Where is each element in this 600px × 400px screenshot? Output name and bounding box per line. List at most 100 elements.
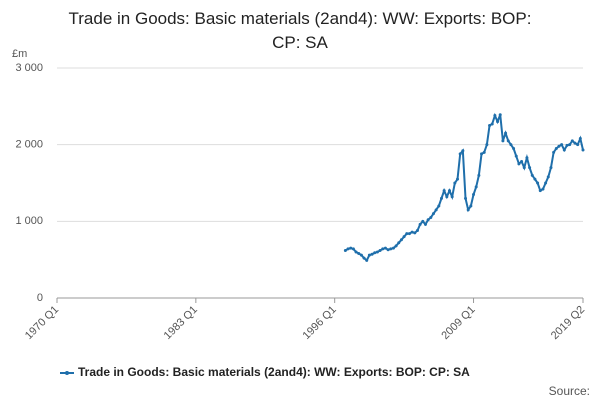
chart-title: Trade in Goods: Basic materials (2and4):…: [69, 9, 532, 52]
point: [504, 131, 508, 135]
point: [538, 189, 542, 193]
point: [343, 248, 347, 252]
point: [485, 143, 489, 147]
point: [533, 177, 537, 181]
point: [549, 166, 553, 170]
x-tick-label: 1970 Q1: [23, 304, 61, 342]
point: [541, 187, 545, 191]
point: [429, 216, 433, 219]
point: [552, 150, 556, 154]
x-tick-label: 2009 Q1: [439, 304, 477, 342]
point: [469, 204, 473, 208]
point: [397, 241, 401, 245]
point: [381, 247, 385, 251]
point: [421, 219, 425, 223]
point: [464, 196, 468, 200]
point: [565, 143, 569, 147]
point: [407, 232, 411, 236]
point: [474, 185, 478, 189]
point: [357, 252, 361, 256]
point: [349, 246, 353, 250]
point: [482, 150, 486, 154]
point: [370, 252, 374, 256]
x-tick-label: 1983 Q1: [162, 304, 200, 342]
x-tick-label: 1996 Q1: [301, 304, 339, 342]
point: [439, 196, 443, 200]
point: [456, 177, 460, 181]
point: [490, 122, 494, 126]
point: [554, 147, 558, 150]
point: [402, 235, 406, 239]
point: [472, 193, 476, 196]
point: [418, 222, 422, 226]
point: [514, 154, 518, 158]
source: Source:: [549, 384, 590, 398]
point: [346, 247, 350, 251]
point: [365, 258, 369, 262]
point: [373, 251, 377, 255]
point: [568, 143, 572, 147]
point: [415, 229, 419, 233]
point: [442, 189, 446, 193]
point: [480, 152, 484, 156]
point: [488, 124, 492, 127]
y-tick-label: 0: [37, 292, 43, 304]
point: [461, 149, 465, 153]
y-tick-label: 2 000: [15, 139, 43, 151]
y-tick-label: 3 000: [15, 62, 43, 74]
point: [359, 253, 363, 257]
point: [525, 156, 529, 160]
point: [466, 208, 470, 212]
point: [437, 204, 441, 208]
point: [434, 208, 438, 212]
point: [501, 139, 505, 143]
point: [530, 173, 534, 177]
point: [453, 181, 457, 185]
point: [391, 246, 395, 250]
point: [394, 244, 398, 248]
x-tick-label: 2019 Q2: [549, 304, 587, 342]
point: [445, 195, 449, 199]
point: [367, 253, 371, 257]
point: [517, 162, 521, 166]
point: [570, 139, 574, 143]
point: [496, 120, 500, 124]
y-tick-label: 1 000: [15, 215, 43, 227]
point: [386, 248, 390, 252]
point: [544, 181, 548, 185]
point: [375, 250, 379, 254]
point: [362, 256, 366, 260]
legend-marker: [65, 371, 69, 375]
point: [578, 137, 582, 141]
point: [410, 230, 414, 234]
point: [423, 222, 427, 226]
point: [431, 212, 435, 216]
point: [399, 238, 403, 242]
point: [498, 113, 502, 117]
point: [450, 195, 454, 199]
point: [458, 152, 462, 156]
point: [576, 143, 580, 147]
point: [522, 166, 526, 170]
y-unit: £m: [12, 48, 27, 60]
point: [557, 144, 561, 148]
point: [528, 166, 532, 170]
point: [378, 248, 382, 252]
point: [506, 139, 510, 143]
point: [581, 148, 585, 152]
point: [512, 147, 516, 150]
point: [493, 114, 497, 118]
point: [536, 181, 540, 185]
point: [477, 173, 481, 177]
point: [509, 143, 513, 147]
point: [447, 189, 451, 193]
point: [562, 148, 566, 152]
point: [426, 218, 430, 222]
point: [413, 231, 417, 235]
point: [405, 232, 409, 236]
legend-label: Trade in Goods: Basic materials (2and4):…: [78, 365, 470, 379]
point: [520, 160, 524, 164]
point: [351, 247, 355, 251]
point: [560, 143, 564, 147]
